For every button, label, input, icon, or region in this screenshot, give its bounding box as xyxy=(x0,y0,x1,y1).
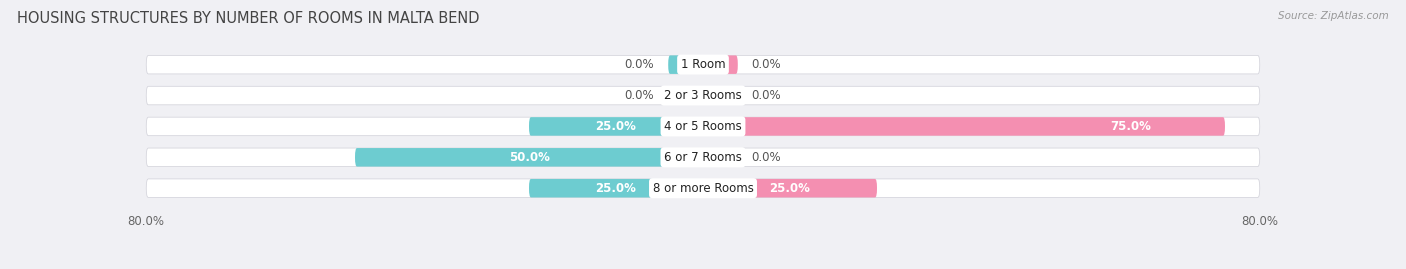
FancyBboxPatch shape xyxy=(703,55,738,74)
Text: 8 or more Rooms: 8 or more Rooms xyxy=(652,182,754,195)
FancyBboxPatch shape xyxy=(146,148,1260,167)
FancyBboxPatch shape xyxy=(703,148,738,167)
FancyBboxPatch shape xyxy=(529,179,703,197)
Text: 4 or 5 Rooms: 4 or 5 Rooms xyxy=(664,120,742,133)
Text: 6 or 7 Rooms: 6 or 7 Rooms xyxy=(664,151,742,164)
Text: 0.0%: 0.0% xyxy=(624,58,654,71)
Text: HOUSING STRUCTURES BY NUMBER OF ROOMS IN MALTA BEND: HOUSING STRUCTURES BY NUMBER OF ROOMS IN… xyxy=(17,11,479,26)
Text: 0.0%: 0.0% xyxy=(752,151,782,164)
FancyBboxPatch shape xyxy=(668,55,703,74)
FancyBboxPatch shape xyxy=(146,86,1260,105)
FancyBboxPatch shape xyxy=(703,179,877,197)
FancyBboxPatch shape xyxy=(354,148,703,167)
FancyBboxPatch shape xyxy=(703,117,1225,136)
FancyBboxPatch shape xyxy=(529,117,703,136)
Text: 25.0%: 25.0% xyxy=(596,182,637,195)
Text: 25.0%: 25.0% xyxy=(769,182,810,195)
Text: Source: ZipAtlas.com: Source: ZipAtlas.com xyxy=(1278,11,1389,21)
FancyBboxPatch shape xyxy=(146,179,1260,197)
Text: 25.0%: 25.0% xyxy=(596,120,637,133)
FancyBboxPatch shape xyxy=(146,117,1260,136)
Text: 0.0%: 0.0% xyxy=(752,89,782,102)
FancyBboxPatch shape xyxy=(668,86,703,105)
Text: 1 Room: 1 Room xyxy=(681,58,725,71)
Text: 0.0%: 0.0% xyxy=(752,58,782,71)
FancyBboxPatch shape xyxy=(146,55,1260,74)
Text: 50.0%: 50.0% xyxy=(509,151,550,164)
Text: 0.0%: 0.0% xyxy=(624,89,654,102)
Text: 75.0%: 75.0% xyxy=(1111,120,1152,133)
Text: 2 or 3 Rooms: 2 or 3 Rooms xyxy=(664,89,742,102)
FancyBboxPatch shape xyxy=(703,86,738,105)
